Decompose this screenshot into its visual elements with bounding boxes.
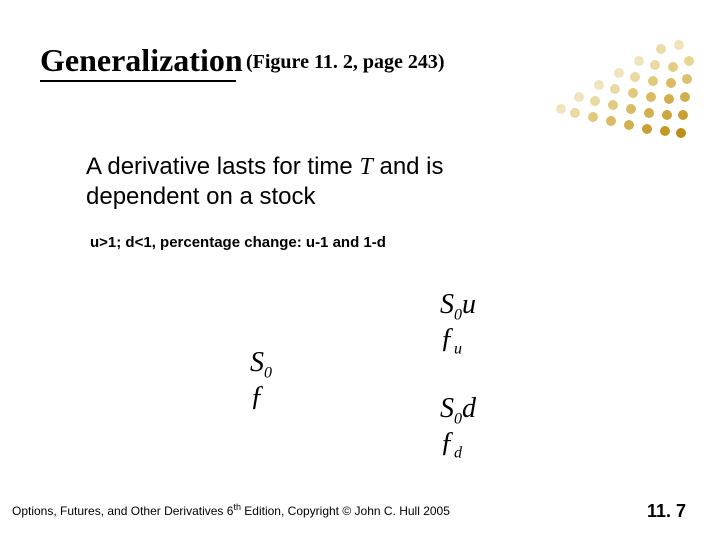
- body-line2: dependent on a stock: [86, 183, 316, 210]
- up-fsub: u: [454, 341, 462, 358]
- decor-dot: [680, 92, 690, 102]
- footer-b: Edition, Copyright © John C. Hull 2005: [241, 504, 450, 518]
- decor-dot: [666, 78, 676, 88]
- title-underline: [40, 80, 236, 82]
- down-node: S0d ƒd: [440, 394, 476, 462]
- decor-dot: [646, 92, 656, 102]
- up-mult: u: [462, 289, 476, 320]
- decor-dot: [594, 80, 604, 90]
- binomial-tree-diagram: S0 ƒ S0u ƒu S0d ƒd: [250, 290, 520, 480]
- down-fsub: d: [454, 445, 462, 462]
- decor-dot: [614, 68, 624, 78]
- footer-a: Options, Futures, and Other Derivatives …: [12, 504, 233, 518]
- up-f: ƒ: [440, 323, 454, 354]
- decor-dot: [606, 116, 616, 126]
- decor-dot: [648, 76, 658, 86]
- down-sub: 0: [454, 411, 462, 428]
- down-mult: d: [462, 393, 476, 424]
- decor-dot: [624, 120, 634, 130]
- decor-dot: [660, 126, 670, 136]
- decor-dot: [656, 44, 666, 54]
- decor-dot: [664, 94, 674, 104]
- decor-dot: [626, 104, 636, 114]
- decor-dot: [674, 40, 684, 50]
- footer-text: Options, Futures, and Other Derivatives …: [12, 502, 450, 518]
- decor-dot: [682, 74, 692, 84]
- down-f: ƒ: [440, 427, 454, 458]
- decor-dot: [570, 108, 580, 118]
- slide-subtitle: (Figure 11. 2, page 243): [246, 51, 445, 74]
- decor-dots: [556, 34, 696, 144]
- slide-title: Generalization: [40, 42, 243, 79]
- root-S: S: [250, 347, 264, 378]
- decor-dot: [650, 60, 660, 70]
- note-text: u>1; d<1, percentage change: u-1 and 1-d: [90, 234, 386, 251]
- footer-sup: th: [233, 502, 241, 512]
- decor-dot: [590, 96, 600, 106]
- decor-dot: [556, 104, 566, 114]
- body-text: A derivative lasts for time T and is dep…: [86, 152, 626, 212]
- body-T: T: [359, 154, 372, 180]
- body-line1b: and is: [373, 153, 444, 180]
- decor-dot: [608, 100, 618, 110]
- decor-dot: [676, 128, 686, 138]
- root-node: S0 ƒ: [250, 348, 272, 413]
- decor-dot: [588, 112, 598, 122]
- decor-dot: [574, 92, 584, 102]
- decor-dot: [668, 62, 678, 72]
- decor-dot: [644, 108, 654, 118]
- decor-dot: [684, 56, 694, 66]
- decor-dot: [634, 56, 644, 66]
- decor-dot: [610, 84, 620, 94]
- decor-dot: [642, 124, 652, 134]
- body-line1a: A derivative lasts for time: [86, 153, 359, 180]
- down-S: S: [440, 393, 454, 424]
- up-node: S0u ƒu: [440, 290, 476, 358]
- decor-dot: [678, 110, 688, 120]
- decor-dot: [628, 88, 638, 98]
- up-S: S: [440, 289, 454, 320]
- slide: Generalization (Figure 11. 2, page 243) …: [0, 0, 720, 540]
- up-sub: 0: [454, 307, 462, 324]
- page-number: 11. 7: [647, 501, 686, 522]
- root-f: ƒ: [250, 381, 264, 412]
- decor-dot: [662, 110, 672, 120]
- decor-dot: [630, 72, 640, 82]
- root-sub: 0: [264, 365, 272, 382]
